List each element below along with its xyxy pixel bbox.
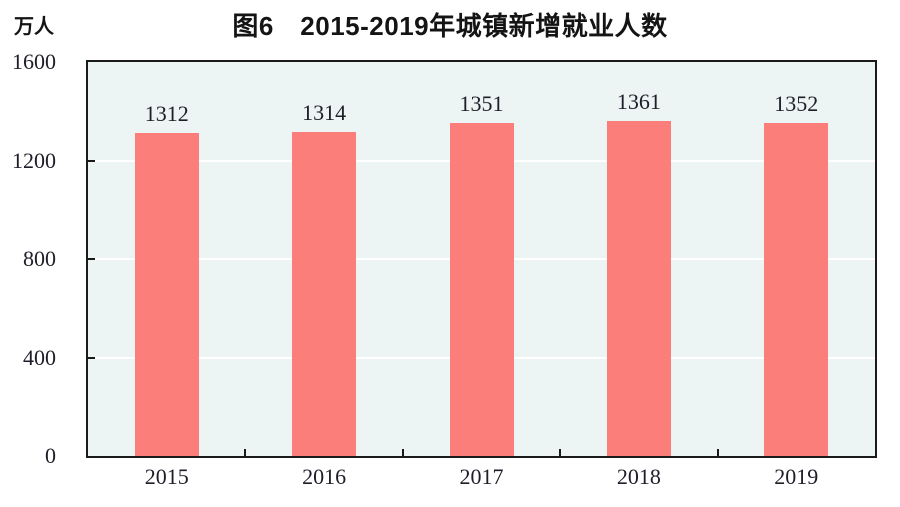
y-tick-mark-1200 (88, 159, 95, 162)
bar-value-label-2017: 1351 (459, 91, 504, 117)
x-tick-label-2018: 2018 (616, 464, 661, 489)
x-tick-mark-1 (244, 449, 247, 456)
y-tick-mark-400 (88, 356, 95, 359)
x-tick-mark-3 (559, 449, 562, 456)
bar-value-label-2018: 1361 (616, 88, 661, 114)
y-axis-unit-label: 万人 (14, 16, 54, 38)
x-tick-label-2016: 2016 (302, 464, 347, 489)
plot-area: 1312 1314 1351 1361 1352 (86, 60, 877, 458)
x-tick-label-2019: 2019 (774, 464, 819, 489)
y-tick-label-800: 800 (23, 246, 56, 271)
x-tick-label-2017: 2017 (459, 464, 504, 489)
bar-2018 (606, 120, 671, 456)
bar-2016 (292, 132, 357, 456)
y-tick-label-1600: 1600 (12, 49, 56, 74)
x-tick-label-2015: 2015 (144, 464, 189, 489)
x-tick-mark-4 (716, 449, 719, 456)
bar-2017 (449, 123, 514, 456)
bar-value-label-2016: 1314 (302, 100, 347, 126)
y-tick-label-400: 400 (23, 344, 56, 370)
chart-title: 图6 2015-2019年城镇新增就业人数 (232, 11, 668, 41)
y-tick-label-1200: 1200 (12, 147, 56, 173)
y-tick-label-0: 0 (45, 443, 56, 468)
x-tick-mark-2 (401, 449, 404, 456)
bar-value-label-2019: 1352 (774, 91, 819, 117)
bar-2015 (134, 132, 199, 456)
bar-value-label-2015: 1312 (144, 100, 189, 126)
bar-2019 (764, 123, 829, 456)
y-tick-mark-800 (88, 258, 95, 260)
